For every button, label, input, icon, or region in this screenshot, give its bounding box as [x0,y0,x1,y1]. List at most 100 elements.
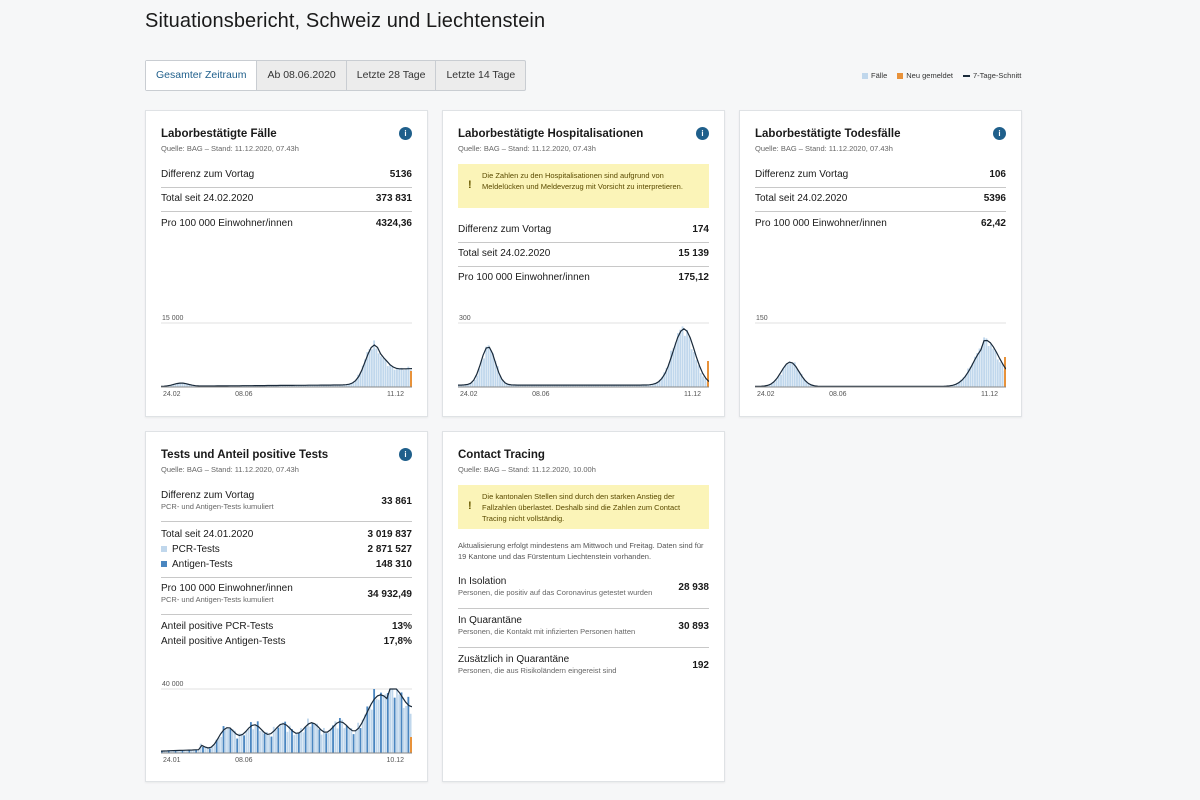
legend-cases-swatch [862,72,868,79]
chart-bar [327,732,330,753]
card-title: Tests und Anteil positive Tests [161,449,329,461]
stat-label: Differenz zum Vortag [161,169,255,180]
x-tick-label: 08.06 [532,391,550,398]
warning-text: Die kantonalen Stellen sind durch den st… [482,492,681,523]
stat-label: Differenz zum Vortag [458,224,552,235]
chart-bar [702,376,704,387]
chart-bar [240,733,243,753]
chart-bar [291,385,293,387]
chart-bar [307,718,309,753]
card-title: Laborbestätigte Todesfälle [755,128,901,140]
chart-bar [631,384,634,387]
chart-bar [469,383,472,387]
x-tick-label: 08.06 [829,391,847,398]
info-icon[interactable]: i [399,448,412,461]
chart-bar [352,382,355,387]
update-note: Aktualisierung erfolgt mindestens am Mit… [458,541,704,561]
chart-bar [521,385,524,387]
legend-avg-swatch [962,74,970,77]
chart-bar [373,689,376,753]
tab-gesamter-zeitraum[interactable]: Gesamter Zeitraum [146,61,258,90]
chart-bar [688,336,691,387]
chart-bar [348,384,350,387]
divider [161,187,412,188]
x-tick-label: 08.06 [235,391,253,398]
chart-bar [798,371,801,387]
chart-bar [316,385,318,387]
chart-bar [805,381,808,387]
chart-bar [325,385,328,387]
chart-bar [985,338,988,387]
stat-row: Zusätzlich in Quarantäne Personen, die au… [458,654,709,676]
chart-bar [190,384,193,387]
chart-bar [574,385,577,387]
chart-bar [651,384,654,387]
stat-label: Total seit 24.02.2020 [458,248,551,259]
chart-bar [300,385,303,387]
tab-letzte-28-tage[interactable]: Letzte 28 Tage [347,61,437,90]
chart-bar [464,384,467,387]
chart-bar [384,694,387,753]
chart-bar [256,721,259,753]
chart-bar [620,384,622,387]
chart-bar [576,385,579,387]
chart-bar [519,384,522,387]
info-icon[interactable]: i [696,127,709,140]
chart-bar [195,385,198,387]
page-title: Situationsbericht, Schweiz und Liechtens… [145,10,546,32]
chart-bar [407,366,410,387]
new-reported-bar [707,361,709,387]
chart-bar [592,385,595,387]
chart-bar [179,383,182,387]
tab-ab-08-06-2020[interactable]: Ab 08.06.2020 [257,61,347,90]
card-hospitalisations: Laborbestätigte Hospitalisationen i Quel… [442,110,725,417]
x-tick-label: 11.12 [387,391,404,398]
chart-bar [259,385,261,387]
chart-bar [341,719,344,753]
chart-bar [546,384,549,387]
chart-bar [663,372,666,387]
chart-bar [247,728,250,753]
stat-value: 3 019 837 [367,529,413,540]
stat-row: Anteil positive PCR-Tests 13% [161,621,412,632]
chart-bar [494,360,497,387]
chart-bar [204,747,207,753]
legend-new-label: Neu gemeldet [906,71,953,80]
chart-bar [181,750,184,753]
chart-bar [793,362,796,387]
chart-bar [354,379,357,387]
chart-bar [693,352,695,387]
chart-bar [318,729,321,753]
info-icon[interactable]: i [993,127,1006,140]
tab-letzte-14-tage[interactable]: Letzte 14 Tage [446,69,516,81]
stat-value: 2 871 527 [367,544,413,555]
chart-bar [508,384,511,387]
chart-bar [569,384,572,387]
chart-bar [629,385,631,387]
chart-bar [962,377,965,387]
divider [755,211,1006,212]
chart-bar [807,383,810,387]
chart-bar [366,352,369,387]
chart-bar [313,385,316,387]
chart-bar [174,750,177,753]
chart-bar [670,350,673,387]
pcr-swatch [161,546,167,553]
chart-bar [343,384,346,387]
chart-bar [179,750,182,753]
chart-bar [293,385,296,387]
chart-bar [558,385,561,387]
divider [161,577,412,578]
chart-bar [327,385,330,387]
chart-bar [996,359,999,387]
stat-value: 5396 [983,193,1006,204]
chart-bar [567,385,570,387]
info-icon[interactable]: i [399,127,412,140]
stat-value: 192 [692,659,709,671]
chart-bar [391,689,394,753]
chart-bar [309,385,312,387]
chart-bar [368,348,371,387]
stat-row: In Isolation Personen, die positiv auf da… [458,576,709,598]
chart-bar [275,385,277,387]
stat-row-pcr: PCR-Tests 2 871 527 [161,544,412,555]
